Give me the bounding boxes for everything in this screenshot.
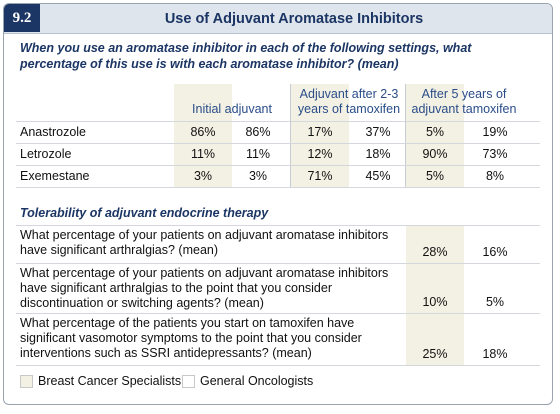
cell: 10% (422, 295, 448, 309)
cell: 5% (425, 125, 445, 139)
cell: 25% (422, 347, 448, 361)
badge: 9.2 (4, 4, 40, 32)
legend-label: Breast Cancer Specialists (38, 374, 182, 388)
cell: 8% (485, 169, 505, 183)
group-divider (405, 84, 406, 187)
cell: 86% (190, 125, 216, 139)
question-label: What percentage of your patients on adju… (20, 228, 389, 257)
row-label: Letrozole (20, 147, 72, 161)
cell: 86% (245, 125, 271, 139)
cell: 12% (307, 147, 333, 161)
row-rule (16, 313, 540, 314)
section-heading: Tolerability of adjuvant endocrine thera… (20, 206, 269, 220)
shade-column (406, 84, 464, 187)
question: When you use an aromatase inhibitor in e… (20, 41, 472, 71)
column-group-header: Initial adjuvant (192, 102, 272, 116)
row-rule (16, 165, 540, 166)
row-rule (16, 365, 540, 366)
cell: 11% (245, 147, 271, 161)
legend-swatch (20, 375, 33, 388)
header-rule (16, 121, 540, 122)
cell: 3% (248, 169, 268, 183)
cell: 73% (482, 147, 508, 161)
row-label: Anastrozole (20, 125, 87, 139)
cell: 18% (482, 347, 508, 361)
column-group-header: Adjuvant after 2-3 years of tamoxifen (297, 87, 401, 116)
row-rule (16, 187, 540, 188)
cell: 5% (485, 295, 505, 309)
title: Use of Adjuvant Aromatase Inhibitors (164, 11, 424, 27)
cell: 90% (422, 147, 448, 161)
shade-column (174, 84, 232, 187)
header-band (4, 4, 552, 34)
shade-cell (406, 314, 464, 365)
cell: 45% (365, 169, 391, 183)
shade-cell (406, 264, 464, 313)
panel: 9.2 Use of Adjuvant Aromatase Inhibitors… (3, 3, 553, 405)
group-divider (290, 84, 291, 187)
row-rule (16, 263, 540, 264)
cell: 11% (190, 147, 216, 161)
cell: 17% (307, 125, 333, 139)
legend-swatch (182, 375, 195, 388)
question-label: What percentage of your patients on adju… (20, 266, 389, 310)
cell: 37% (365, 125, 391, 139)
cell: 71% (307, 169, 333, 183)
cell: 18% (365, 147, 391, 161)
cell: 28% (422, 245, 448, 259)
column-group-header: After 5 years of adjuvant tamoxifen (411, 87, 517, 116)
legend-label: General Oncologists (200, 374, 314, 388)
row-label: Exemestane (20, 169, 90, 183)
row-rule (16, 225, 540, 226)
question-label: What percentage of the patients you star… (20, 316, 362, 360)
cell: 19% (482, 125, 508, 139)
row-rule (16, 143, 540, 144)
shade-column (291, 84, 349, 187)
cell: 5% (425, 169, 445, 183)
shade-cell (406, 226, 464, 263)
cell: 3% (193, 169, 213, 183)
cell: 16% (482, 245, 508, 259)
